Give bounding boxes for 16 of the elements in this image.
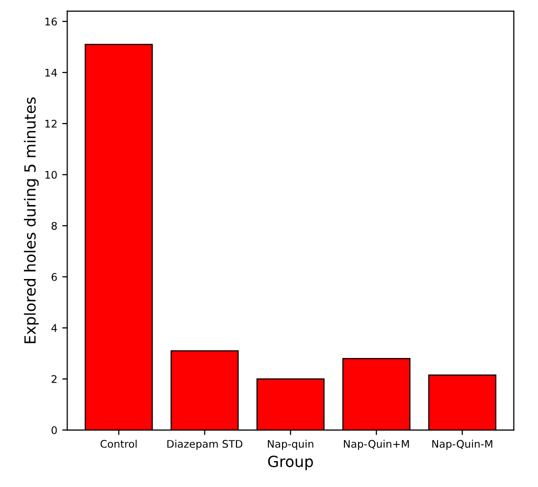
- y-tick-label: 4: [51, 324, 57, 332]
- x-tick-label: Nap-Quin+M: [344, 440, 409, 450]
- y-tick-label: 14: [45, 68, 57, 76]
- y-tick-label: 16: [45, 18, 57, 26]
- x-tick-label: Nap-Quin-M: [432, 440, 492, 450]
- x-tick-label: Nap-quin: [268, 440, 314, 450]
- y-tick-label: 6: [52, 273, 57, 281]
- y-tick-label: 10: [45, 170, 57, 179]
- x-tick-label: Diazepam STD: [167, 440, 242, 450]
- y-tick-label: 0: [52, 426, 57, 434]
- y-tick-label: 12: [45, 120, 56, 128]
- y-tick-label: 2: [52, 375, 56, 383]
- y-axis-title: Explored holes during 5 minutes: [24, 97, 39, 344]
- x-tick-label: Control: [100, 440, 137, 448]
- y-tick-label: 8: [52, 222, 57, 230]
- x-axis-title: Group: [268, 456, 313, 470]
